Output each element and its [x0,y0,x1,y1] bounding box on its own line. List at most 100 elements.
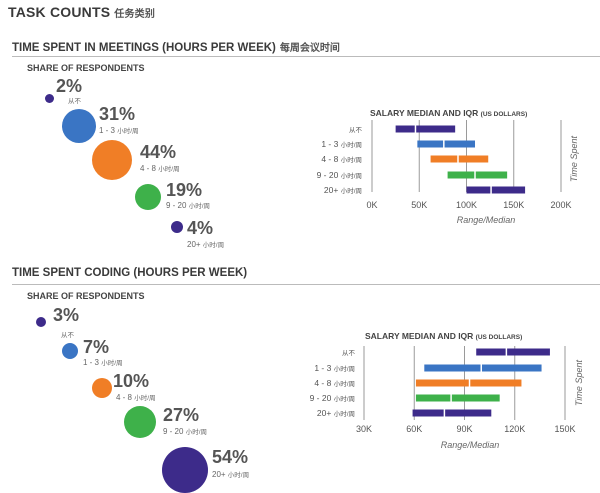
salary-row-unit-zh: 小时/周 [341,140,362,149]
salary-title-units: (US DOLLARS) [476,334,523,341]
salary-iqr-bar [466,186,526,194]
coding-section-divider [12,284,600,285]
salary-row-unit-zh: 小时/周 [334,394,355,403]
share-category-label: 1 - 3 小时/周 [83,358,123,368]
salary-y-axis-label: Time Spent [574,360,584,406]
salary-x-axis-label: Range/Median [441,440,500,450]
share-percent: 44% [140,142,177,162]
salary-iqr-bar [430,155,489,163]
salary-x-tick-label: 200K [550,200,571,210]
salary-row-unit-zh: 小时/周 [341,155,362,164]
share-category-label: 9 - 20 小时/周 [163,427,207,437]
salary-row-label: 从不 [349,126,363,134]
category-unit-zh: 小时/周 [134,395,156,402]
share-category-label: 4 - 8 小时/周 [116,393,156,403]
salary-iqr-bar [424,364,542,372]
salary-x-tick-label: 150K [503,200,524,210]
share-bubble [36,317,46,327]
share-category-label: 9 - 20 小时/周 [166,201,210,211]
salary-row-hours: 20+ [324,185,341,195]
meetings-salary-chart: SALARY MEDIAN AND IQR (US DOLLARS) 0K 50K 1… [317,108,579,225]
salary-iqr-bar [417,140,476,148]
salary-y-axis-label: Time Spent [569,136,579,182]
salary-row-label: 1 - 3 小时/周 [321,139,362,149]
category-hours: 1 - 3 [83,358,102,367]
salary-row-hours: 4 - 8 [314,378,333,388]
salary-row-hours: 9 - 20 [317,170,341,180]
salary-iqr-bar [476,348,550,356]
salary-chart-title: SALARY MEDIAN AND IQR (US DOLLARS) [365,331,522,341]
salary-x-tick-label: 90K [456,424,472,434]
salary-row-hours: 1 - 3 [314,363,333,373]
category-unit-zh: 小时/周 [185,429,207,436]
category-unit-zh: 小时/周 [158,166,180,173]
salary-row-hours: 9 - 20 [310,393,334,403]
salary-title-units: (US DOLLARS) [481,111,528,118]
salary-row-label: 20+ 小时/周 [324,185,362,195]
salary-iqr-bar [395,125,456,133]
salary-row-unit-zh: 小时/周 [334,379,355,388]
coding-section-title: TIME SPENT CODING (HOURS PER WEEK) [12,267,248,279]
share-percent: 4% [187,218,214,238]
salary-iqr-bar [447,171,508,179]
salary-row-label: 9 - 20 小时/周 [317,170,362,180]
salary-x-tick-label: 30K [356,424,372,434]
category-unit-zh: 从不 [61,332,74,339]
share-percent: 7% [83,337,110,357]
salary-x-tick-label: 150K [554,424,575,434]
category-hours: 4 - 8 [140,164,159,173]
salary-row-label: 20+ 小时/周 [317,408,355,418]
salary-row-unit-zh: 小时/周 [334,364,355,373]
share-bubble [162,447,208,493]
share-bubble [62,343,78,359]
salary-row-hours: 1 - 3 [321,139,340,149]
category-unit-zh: 小时/周 [202,242,225,249]
salary-x-axis-label: Range/Median [457,215,516,225]
category-unit-zh: 小时/周 [227,472,250,479]
share-category-label: 从不 [68,96,81,106]
salary-row-unit-zh: 小时/周 [334,409,355,418]
share-category-label: 4 - 8 小时/周 [140,164,180,174]
salary-x-tick-label: 60K [406,424,422,434]
share-bubble [171,221,183,233]
page-title: TASK COUNTS 任务类别 [8,4,156,20]
salary-x-tick-label: 120K [504,424,525,434]
salary-row-unit-zh: 从不 [349,126,363,134]
salary-row-unit-zh: 从不 [342,349,356,357]
share-percent: 3% [53,305,80,325]
salary-row-hours: 20+ [317,408,334,418]
salary-x-tick-label: 100K [456,200,477,210]
category-unit-zh: 小时/周 [101,360,123,367]
category-unit-zh: 小时/周 [117,128,139,135]
share-bubble [92,378,112,398]
coding-share-title: SHARE OF RESPONDENTS [27,291,145,301]
salary-title-text: SALARY MEDIAN AND IQR [370,108,481,118]
salary-row-label: 4 - 8 小时/周 [321,154,362,164]
share-percent: 2% [56,76,83,96]
share-bubble [62,109,96,143]
category-unit-zh: 小时/周 [188,203,210,210]
meetings-section-title: TIME SPENT IN MEETINGS (HOURS PER WEEK) 每… [12,42,340,54]
salary-row-label: 1 - 3 小时/周 [314,363,355,373]
salary-row-label: 4 - 8 小时/周 [314,378,355,388]
meetings-share-title: SHARE OF RESPONDENTS [27,63,145,73]
category-hours: 4 - 8 [116,393,135,402]
share-percent: 10% [113,371,150,391]
share-bubble [124,406,156,438]
salary-row-hours: 4 - 8 [321,154,340,164]
category-unit-zh: 从不 [68,98,81,105]
salary-row-label: 9 - 20 小时/周 [310,393,355,403]
category-hours: 20+ [187,240,203,249]
share-percent: 27% [163,405,200,425]
coding-salary-chart: SALARY MEDIAN AND IQR (US DOLLARS) 30K 60K… [310,331,584,450]
salary-chart-title: SALARY MEDIAN AND IQR (US DOLLARS) [370,108,527,118]
salary-iqr-bar [415,394,500,402]
share-category-label: 20+ 小时/周 [187,240,224,250]
salary-row-unit-zh: 小时/周 [341,171,362,180]
salary-x-tick-label: 0K [366,200,377,210]
share-percent: 54% [212,447,249,467]
share-bubble [44,93,54,103]
share-category-label: 从不 [61,330,74,340]
category-hours: 9 - 20 [166,201,189,210]
salary-iqr-bar [415,379,522,387]
